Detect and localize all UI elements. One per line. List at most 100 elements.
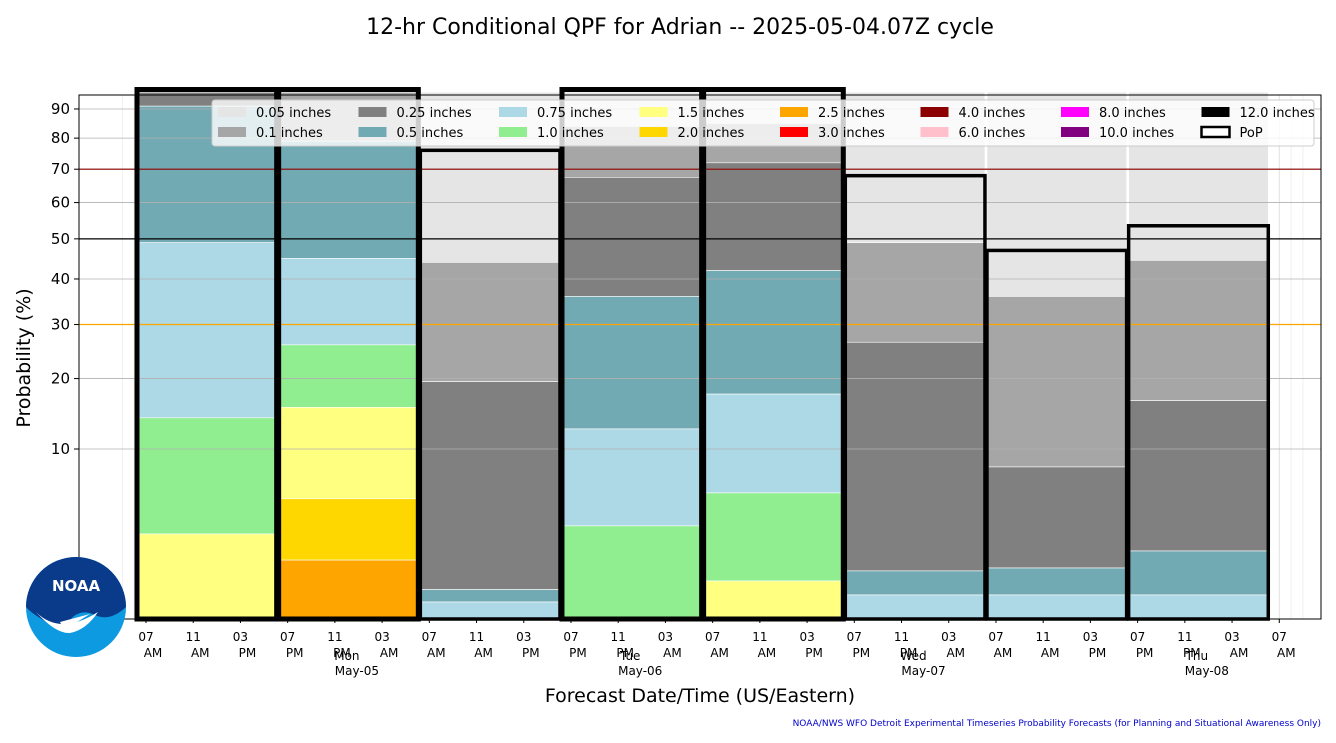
- date-label: May-05: [335, 664, 379, 678]
- plot-frame: [78, 94, 1322, 620]
- legend-swatch: [358, 127, 387, 137]
- x-tick-hour: 11: [894, 630, 909, 644]
- bar-segment: [844, 242, 986, 343]
- legend-swatch: [1061, 127, 1089, 137]
- legend-item: 2.5 inches: [780, 106, 885, 121]
- legend-swatch: [780, 127, 808, 137]
- x-tick-ampm: AM: [994, 646, 1013, 660]
- bar-segment: [1128, 260, 1269, 401]
- bar-segment: [136, 242, 277, 419]
- x-tick-hour: 03: [941, 630, 956, 644]
- y-axis-ticks: 10 20 30 40 50 60 70 80 90: [51, 100, 79, 458]
- legend-swatch: [499, 127, 527, 137]
- legend-label: 0.1 inches: [256, 126, 323, 141]
- y-tick-label: 10: [51, 440, 70, 458]
- bar-segment: [703, 270, 844, 395]
- legend-swatch: [218, 107, 246, 117]
- legend-label: 6.0 inches: [959, 126, 1026, 141]
- x-tick-ampm: AM: [710, 646, 729, 660]
- x-tick-hour: 03: [233, 630, 248, 644]
- bar-segment: [561, 428, 702, 527]
- x-tick-ampm: AM: [144, 646, 163, 660]
- bar-period: [986, 91, 1127, 620]
- y-tick-label: 40: [51, 270, 70, 288]
- bar-segment: [420, 589, 561, 603]
- date-label: May-08: [1185, 664, 1229, 678]
- bar-period: [561, 91, 702, 620]
- x-tick-ampm: AM: [758, 646, 777, 660]
- x-tick-hour: 11: [469, 630, 484, 644]
- legend-item: 1.5 inches: [639, 106, 745, 121]
- date-label: May-06: [618, 664, 662, 678]
- legend-label: 0.5 inches: [397, 126, 464, 141]
- x-tick-ampm: PM: [805, 646, 823, 660]
- x-tick-hour: 07: [1130, 630, 1145, 644]
- bar-period: [703, 91, 844, 620]
- y-tick-label: 60: [51, 194, 70, 212]
- x-tick-hour: 11: [1177, 630, 1192, 644]
- legend-label: 1.0 inches: [537, 126, 604, 141]
- bar-segment: [703, 580, 844, 620]
- legend-label: 2.0 inches: [678, 126, 745, 141]
- legend-item: 8.0 inches: [1061, 106, 1166, 121]
- x-tick-ampm: PM: [239, 646, 257, 660]
- legend-item: 1.0 inches: [499, 126, 604, 141]
- bar-segment: [703, 393, 844, 494]
- y-tick-label: 50: [51, 230, 70, 248]
- bar-segment: [278, 258, 419, 346]
- legend-swatch: [358, 107, 387, 117]
- x-tick-ampm: PM: [616, 646, 634, 660]
- x-tick-ampm: AM: [427, 646, 446, 660]
- x-tick-hour: 03: [799, 630, 814, 644]
- legend-label: 3.0 inches: [818, 126, 885, 141]
- bar-segment: [420, 381, 561, 590]
- x-tick-ampm: AM: [474, 646, 493, 660]
- legend-label: 12.0 inches: [1240, 106, 1315, 121]
- bar-segment: [1128, 400, 1269, 552]
- bar-segment: [844, 594, 986, 620]
- bar-period: [420, 91, 561, 620]
- x-tick-hour: 07: [988, 630, 1003, 644]
- x-tick-ampm: PM: [569, 646, 587, 660]
- x-tick-hour: 07: [563, 630, 578, 644]
- legend-swatch: [499, 107, 527, 117]
- legend-swatch: [1201, 107, 1230, 117]
- legend-label: 8.0 inches: [1099, 106, 1166, 121]
- credit-note: NOAA/NWS WFO Detroit Experimental Timese…: [793, 719, 1321, 729]
- legend-item: 10.0 inches: [1061, 126, 1174, 141]
- bar-segment: [278, 344, 419, 408]
- legend-swatch: [218, 127, 246, 137]
- x-tick-hour: 03: [1224, 630, 1239, 644]
- bar-period: [1128, 91, 1269, 620]
- bar-segment: [703, 162, 844, 271]
- legend-item: 0.05 inches: [218, 106, 331, 121]
- chart-legend: 0.05 inches 0.1 inches 0.25 inches 0.5 inch…: [211, 99, 1315, 147]
- x-tick-ampm: AM: [1230, 646, 1249, 660]
- bar-segment: [703, 492, 844, 582]
- bar-period: [844, 91, 986, 620]
- legend-item: 12.0 inches: [1201, 106, 1315, 121]
- y-tick-label: 90: [51, 100, 70, 118]
- chart-title: 12-hr Conditional QPF for Adrian -- 2025…: [366, 15, 994, 40]
- noaa-logo-text: NOAA: [52, 577, 101, 595]
- date-label: May-07: [901, 664, 945, 678]
- legend-swatch: [1200, 125, 1231, 139]
- legend-label: PoP: [1240, 126, 1263, 141]
- x-tick-ampm: AM: [380, 646, 399, 660]
- legend-label: 0.25 inches: [397, 106, 472, 121]
- bar-segment: [986, 466, 1127, 569]
- bar-segment: [986, 594, 1127, 620]
- day-label: Wed: [900, 649, 926, 663]
- legend-item: 4.0 inches: [920, 106, 1026, 121]
- x-tick-ampm: AM: [663, 646, 682, 660]
- bar-segment: [561, 296, 702, 430]
- bar-segment: [986, 296, 1127, 468]
- y-axis-label: Probability (%): [13, 288, 35, 427]
- bar-segment: [278, 407, 419, 500]
- bar-segment: [278, 559, 419, 620]
- x-tick-hour: 07: [280, 630, 295, 644]
- legend-swatch: [920, 127, 949, 137]
- x-tick-ampm: AM: [946, 646, 965, 660]
- bar-segment: [986, 567, 1127, 596]
